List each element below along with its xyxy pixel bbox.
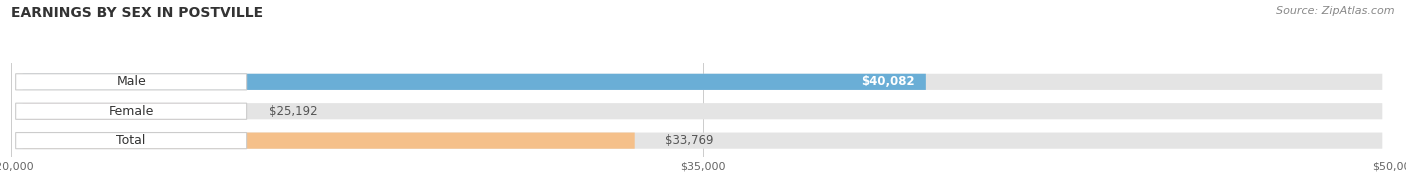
FancyBboxPatch shape — [22, 103, 239, 119]
Text: $33,769: $33,769 — [665, 134, 713, 147]
FancyBboxPatch shape — [22, 74, 925, 90]
FancyBboxPatch shape — [22, 132, 634, 149]
Text: Total: Total — [117, 134, 146, 147]
FancyBboxPatch shape — [24, 132, 1382, 149]
Text: $25,192: $25,192 — [269, 105, 318, 118]
Text: Female: Female — [108, 105, 153, 118]
Text: Source: ZipAtlas.com: Source: ZipAtlas.com — [1277, 6, 1395, 16]
FancyBboxPatch shape — [15, 132, 246, 149]
FancyBboxPatch shape — [24, 74, 1382, 90]
FancyBboxPatch shape — [15, 74, 246, 90]
FancyBboxPatch shape — [24, 103, 1382, 119]
Text: Male: Male — [117, 75, 146, 88]
Text: $40,082: $40,082 — [860, 75, 914, 88]
Text: EARNINGS BY SEX IN POSTVILLE: EARNINGS BY SEX IN POSTVILLE — [11, 6, 263, 20]
FancyBboxPatch shape — [15, 103, 246, 119]
